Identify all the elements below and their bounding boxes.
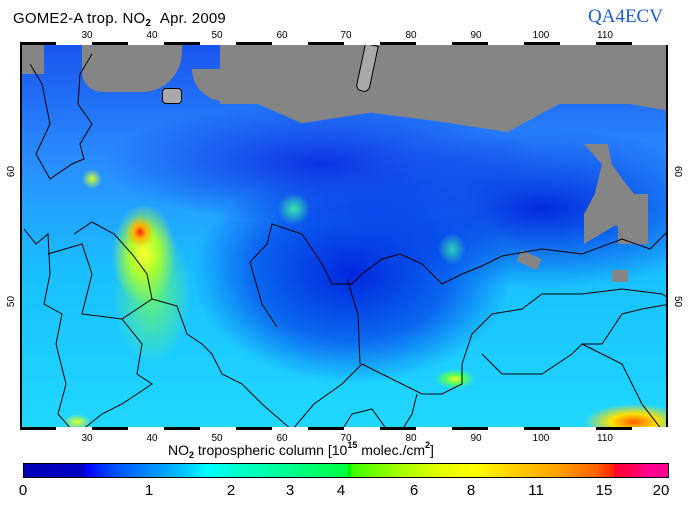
colorbar-tick: 15: [595, 482, 613, 499]
lon-tick-bottom: 100: [532, 433, 550, 444]
country-borders: [23, 53, 666, 428]
lon-tick-bottom: 110: [597, 433, 613, 444]
colorbar-tick: 2: [226, 482, 236, 499]
no-data-region: [612, 270, 628, 282]
top-frame-ticks: [20, 42, 668, 45]
lon-tick-bottom: 30: [81, 433, 93, 444]
lon-tick-top: 80: [405, 30, 417, 41]
no-data-region: [618, 194, 648, 244]
lon-tick-top: 90: [470, 30, 482, 41]
lat-tick-left: 50: [6, 295, 18, 308]
colorbar-tick: 3: [285, 482, 295, 499]
colorbar: [23, 463, 669, 478]
lon-tick-bottom: 90: [470, 433, 482, 444]
lon-tick-top: 110: [597, 30, 613, 41]
colorbar-tick: 6: [409, 482, 419, 499]
title-date: Apr. 2009: [159, 10, 226, 27]
white-sea: [162, 88, 182, 104]
no2-map: [20, 42, 668, 430]
title-subscript: 2: [145, 18, 152, 29]
label-unit-exp: 2: [425, 440, 431, 450]
colorbar-tick: 8: [466, 482, 476, 499]
colorbar-tick: 4: [336, 482, 346, 499]
lon-tick-top: 60: [276, 30, 288, 41]
colorbar-tick: 11: [528, 482, 544, 499]
lon-tick-bottom: 60: [276, 433, 288, 444]
colorbar-tick: 0: [18, 482, 28, 499]
label-close: ]: [430, 442, 434, 458]
title-text: GOME2-A trop. NO: [13, 10, 146, 27]
lat-tick-right: 50: [672, 295, 684, 308]
no-data-region: [82, 44, 182, 92]
colorbar-title: NO2 tropospheric column [1015 molec./cm2…: [168, 440, 434, 460]
label-sub: 2: [189, 450, 195, 460]
lon-tick-bottom: 40: [146, 433, 158, 444]
lon-tick-bottom: 50: [211, 433, 223, 444]
colorbar-tick: 1: [144, 482, 154, 499]
label-middle: tropospheric column [10: [194, 442, 348, 458]
lon-tick-bottom: 70: [340, 433, 352, 444]
no-data-region: [22, 44, 44, 74]
map-title: GOME2-A trop. NO2 Apr. 2009: [13, 10, 226, 29]
bottom-frame-ticks: [20, 427, 668, 430]
label-unit: molec./cm: [357, 442, 426, 458]
lon-tick-top: 30: [81, 30, 93, 41]
lon-tick-top: 40: [146, 30, 158, 41]
lon-tick-top: 100: [532, 30, 550, 41]
lon-tick-bottom: 80: [405, 433, 417, 444]
colorbar-tick: 20: [652, 482, 670, 499]
lat-tick-left: 60: [6, 165, 18, 178]
label-exp: 15: [347, 440, 358, 450]
lon-tick-top: 50: [211, 30, 223, 41]
lat-tick-right: 60: [672, 165, 684, 178]
brand-label: QA4ECV: [588, 6, 663, 27]
lon-tick-top: 70: [340, 30, 352, 41]
label-no: NO: [168, 442, 189, 458]
